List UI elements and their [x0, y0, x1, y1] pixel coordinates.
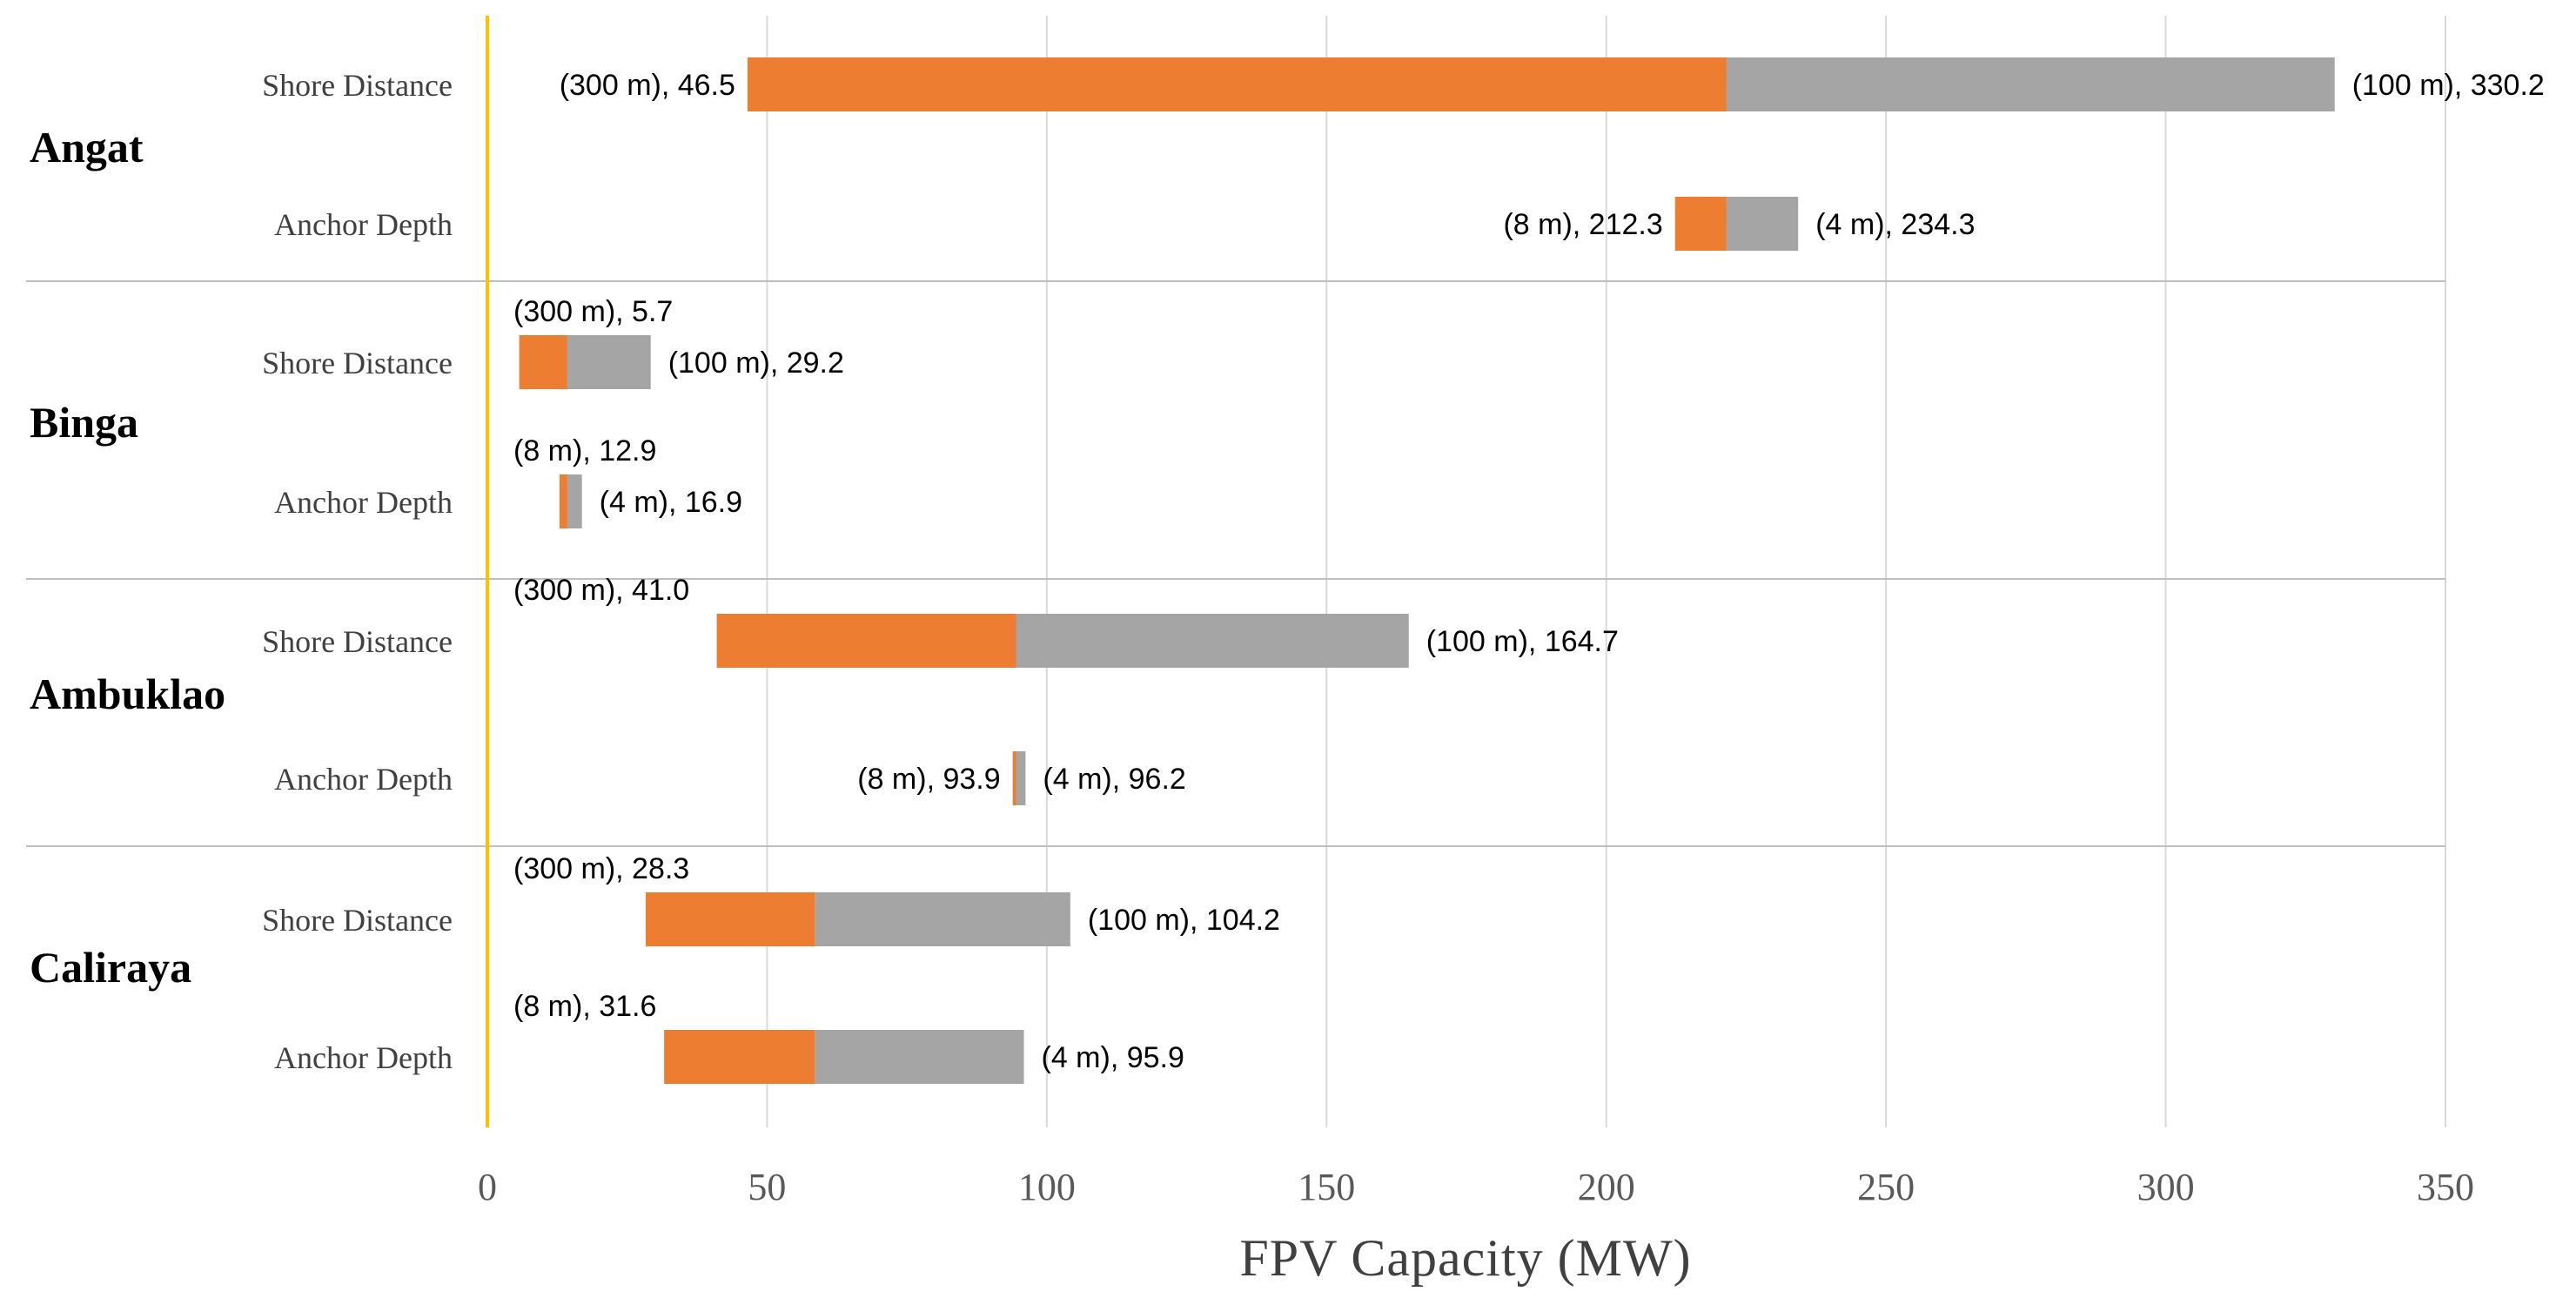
bar-high-ambuklao-anchor-depth — [1016, 751, 1026, 805]
bar-low-angat-shore-distance — [747, 57, 1727, 111]
data-label-end-angat-shore-distance: (100 m), 330.2 — [2352, 69, 2545, 102]
bar-high-angat-shore-distance — [1726, 57, 2335, 111]
x-tick-label-250: 250 — [1857, 1166, 1915, 1208]
gridlines — [766, 16, 2446, 1127]
data-label-start-ambuklao-shore-distance: (300 m), 41.0 — [513, 574, 689, 607]
data-label-start-angat-shore-distance: (300 m), 46.5 — [560, 69, 735, 102]
data-label-start-binga-shore-distance: (300 m), 5.7 — [513, 295, 673, 328]
x-axis-title: FPV Capacity (MW) — [1239, 1229, 1691, 1287]
category-label-binga-shore-distance: Shore Distance — [262, 346, 453, 380]
data-label-start-angat-anchor-depth: (8 m), 212.3 — [1503, 208, 1662, 241]
category-label-binga-anchor-depth: Anchor Depth — [274, 485, 453, 520]
data-label-end-ambuklao-shore-distance: (100 m), 164.7 — [1426, 625, 1619, 658]
data-label-end-ambuklao-anchor-depth: (4 m), 96.2 — [1043, 763, 1185, 796]
x-tick-label-50: 50 — [748, 1166, 786, 1208]
bar-low-caliraya-anchor-depth — [664, 1030, 815, 1084]
data-label-end-angat-anchor-depth: (4 m), 234.3 — [1815, 208, 1975, 241]
data-label-end-caliraya-shore-distance: (100 m), 104.2 — [1088, 904, 1280, 937]
category-label-caliraya-anchor-depth: Anchor Depth — [274, 1040, 453, 1075]
bar-low-ambuklao-anchor-depth — [1012, 751, 1016, 805]
x-tick-label-100: 100 — [1018, 1166, 1076, 1208]
x-tick-label-200: 200 — [1578, 1166, 1635, 1208]
bar-high-ambuklao-shore-distance — [1016, 614, 1409, 668]
x-tick-label-350: 350 — [2417, 1166, 2474, 1208]
bar-low-caliraya-shore-distance — [645, 892, 815, 946]
group-label-angat: Angat — [30, 123, 144, 172]
data-label-start-binga-anchor-depth: (8 m), 12.9 — [513, 434, 656, 468]
group-separators — [26, 280, 2445, 847]
bar-low-angat-anchor-depth — [1674, 197, 1727, 251]
category-label-angat-anchor-depth: Anchor Depth — [274, 207, 453, 242]
data-label-end-caliraya-anchor-depth: (4 m), 95.9 — [1042, 1041, 1184, 1074]
category-labels: Angat Shore Distance Anchor Depth Binga Shor… — [30, 68, 453, 1075]
x-axis: 0 50 100 150 200 250 300 350 — [478, 1166, 2474, 1208]
category-label-angat-shore-distance: Shore Distance — [262, 68, 453, 103]
group-label-caliraya: Caliraya — [30, 943, 191, 992]
bar-high-binga-anchor-depth — [567, 474, 582, 528]
bar-high-angat-anchor-depth — [1726, 197, 1799, 251]
data-label-end-binga-anchor-depth: (4 m), 16.9 — [600, 486, 742, 519]
group-label-ambuklao: Ambuklao — [30, 669, 225, 718]
data-label-start-caliraya-shore-distance: (300 m), 28.3 — [513, 852, 689, 885]
bar-low-binga-shore-distance — [519, 335, 567, 389]
group-label-binga: Binga — [30, 398, 138, 447]
x-tick-label-300: 300 — [2137, 1166, 2195, 1208]
bar-high-binga-shore-distance — [567, 335, 651, 389]
data-label-start-caliraya-anchor-depth: (8 m), 31.6 — [513, 990, 656, 1023]
bar-high-caliraya-anchor-depth — [815, 1030, 1024, 1084]
category-label-ambuklao-shore-distance: Shore Distance — [262, 624, 453, 659]
bar-low-binga-anchor-depth — [559, 474, 567, 528]
data-labels: (300 m), 46.5 (100 m), 330.2 (8 m), 212.3 (… — [513, 69, 2545, 1074]
x-tick-label-150: 150 — [1298, 1166, 1355, 1208]
category-label-caliraya-shore-distance: Shore Distance — [262, 903, 453, 938]
data-label-end-binga-shore-distance: (100 m), 29.2 — [668, 346, 844, 380]
bar-high-caliraya-shore-distance — [815, 892, 1070, 946]
data-label-start-ambuklao-anchor-depth: (8 m), 93.9 — [857, 763, 1000, 796]
category-label-ambuklao-anchor-depth: Anchor Depth — [274, 762, 453, 797]
bars — [519, 57, 2335, 1084]
bar-low-ambuklao-shore-distance — [716, 614, 1016, 668]
x-tick-label-0: 0 — [478, 1166, 497, 1208]
